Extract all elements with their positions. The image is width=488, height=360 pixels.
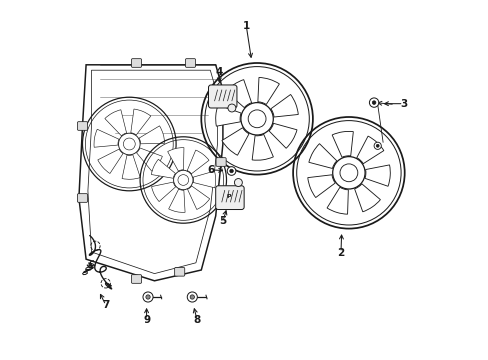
Wedge shape — [268, 123, 296, 148]
Wedge shape — [356, 136, 383, 164]
FancyBboxPatch shape — [216, 96, 225, 105]
Wedge shape — [326, 187, 347, 214]
FancyBboxPatch shape — [131, 275, 141, 283]
Circle shape — [178, 175, 188, 185]
Circle shape — [234, 179, 242, 186]
Wedge shape — [139, 126, 164, 144]
Text: 8: 8 — [193, 315, 200, 325]
Wedge shape — [104, 110, 126, 136]
Wedge shape — [122, 155, 140, 179]
Wedge shape — [193, 171, 215, 188]
Text: 2: 2 — [337, 248, 344, 258]
Wedge shape — [257, 77, 279, 104]
Wedge shape — [94, 129, 119, 147]
Circle shape — [123, 138, 135, 150]
Circle shape — [332, 157, 365, 189]
Wedge shape — [270, 94, 298, 117]
Circle shape — [229, 169, 233, 173]
Circle shape — [368, 98, 378, 107]
FancyBboxPatch shape — [208, 85, 237, 108]
Wedge shape — [130, 109, 150, 135]
Text: 5: 5 — [219, 216, 226, 226]
Text: 7: 7 — [102, 300, 109, 310]
Circle shape — [118, 133, 140, 155]
Text: 1: 1 — [242, 21, 249, 31]
Wedge shape — [222, 128, 248, 155]
FancyBboxPatch shape — [77, 122, 87, 130]
Circle shape — [371, 101, 375, 104]
Text: 4: 4 — [215, 67, 223, 77]
Circle shape — [373, 142, 381, 149]
Circle shape — [241, 103, 273, 135]
Circle shape — [145, 295, 150, 299]
FancyBboxPatch shape — [215, 186, 244, 210]
Text: 9: 9 — [142, 315, 150, 325]
Circle shape — [248, 110, 265, 128]
Circle shape — [142, 292, 153, 302]
Wedge shape — [308, 144, 336, 168]
Wedge shape — [136, 148, 162, 171]
FancyBboxPatch shape — [131, 59, 141, 67]
Wedge shape — [331, 131, 353, 157]
Wedge shape — [151, 182, 175, 202]
Wedge shape — [167, 148, 183, 171]
Circle shape — [339, 164, 357, 182]
FancyBboxPatch shape — [216, 158, 225, 166]
Wedge shape — [215, 105, 241, 126]
Text: P: P — [225, 194, 230, 199]
FancyBboxPatch shape — [185, 59, 195, 67]
Text: 6: 6 — [207, 165, 214, 175]
Wedge shape — [225, 80, 251, 108]
Circle shape — [227, 104, 235, 112]
Circle shape — [375, 144, 378, 147]
Wedge shape — [151, 159, 175, 178]
Wedge shape — [354, 184, 380, 212]
FancyBboxPatch shape — [77, 194, 87, 202]
Circle shape — [187, 292, 197, 302]
Circle shape — [227, 167, 235, 175]
Circle shape — [173, 170, 193, 190]
Wedge shape — [364, 165, 389, 186]
Wedge shape — [168, 189, 184, 212]
Wedge shape — [307, 175, 335, 198]
FancyBboxPatch shape — [174, 267, 184, 276]
Circle shape — [190, 295, 194, 299]
Wedge shape — [252, 134, 273, 160]
Wedge shape — [187, 186, 209, 210]
Wedge shape — [98, 149, 123, 174]
Wedge shape — [187, 150, 208, 174]
Text: 3: 3 — [399, 99, 407, 109]
